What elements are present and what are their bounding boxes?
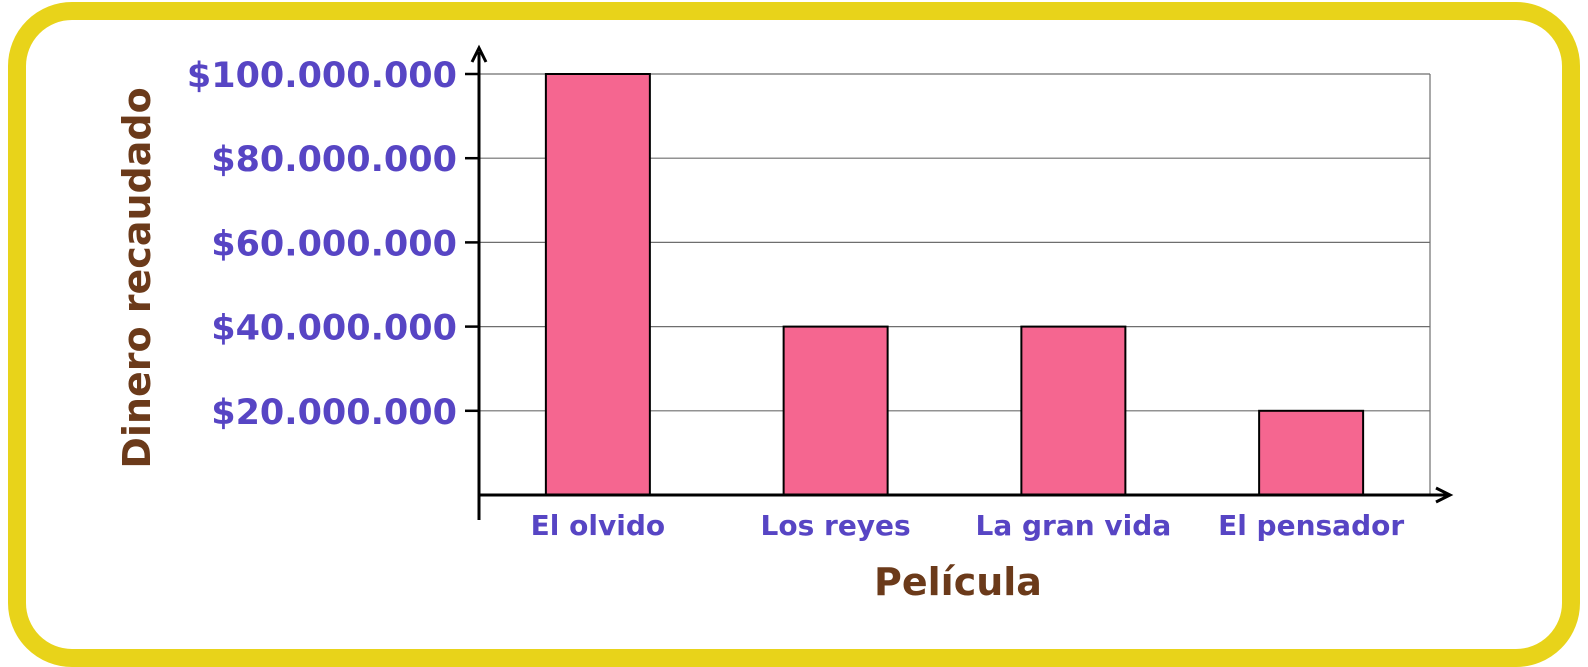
x-tick-label: El olvido xyxy=(531,509,665,542)
x-axis-title: Película xyxy=(874,560,1042,604)
y-tick-label: $100.000.000 xyxy=(187,56,457,96)
y-tick-label: $20.000.000 xyxy=(211,393,457,433)
x-axis-arrow xyxy=(1435,486,1454,504)
bar xyxy=(1020,325,1127,496)
bar xyxy=(544,73,651,496)
y-tick-label: $80.000.000 xyxy=(211,140,457,180)
x-tick-label: El pensador xyxy=(1218,509,1404,542)
y-axis-arrow xyxy=(470,44,488,63)
bar xyxy=(1258,409,1365,496)
x-tick-labels: El olvido Los reyes La gran vida El pensado… xyxy=(531,509,1405,542)
bar xyxy=(782,325,889,496)
bars xyxy=(544,73,1365,496)
axes xyxy=(470,44,1454,520)
x-tick-label: La gran vida xyxy=(976,509,1172,542)
y-axis-title: Dinero recaudado xyxy=(115,87,159,468)
x-tick-label: Los reyes xyxy=(761,509,911,542)
y-tick-label: $40.000.000 xyxy=(211,309,457,349)
y-tick-label: $60.000.000 xyxy=(211,224,457,264)
y-tick-labels: $20.000.000 $40.000.000 $60.000.000 $80.000… xyxy=(187,56,457,433)
